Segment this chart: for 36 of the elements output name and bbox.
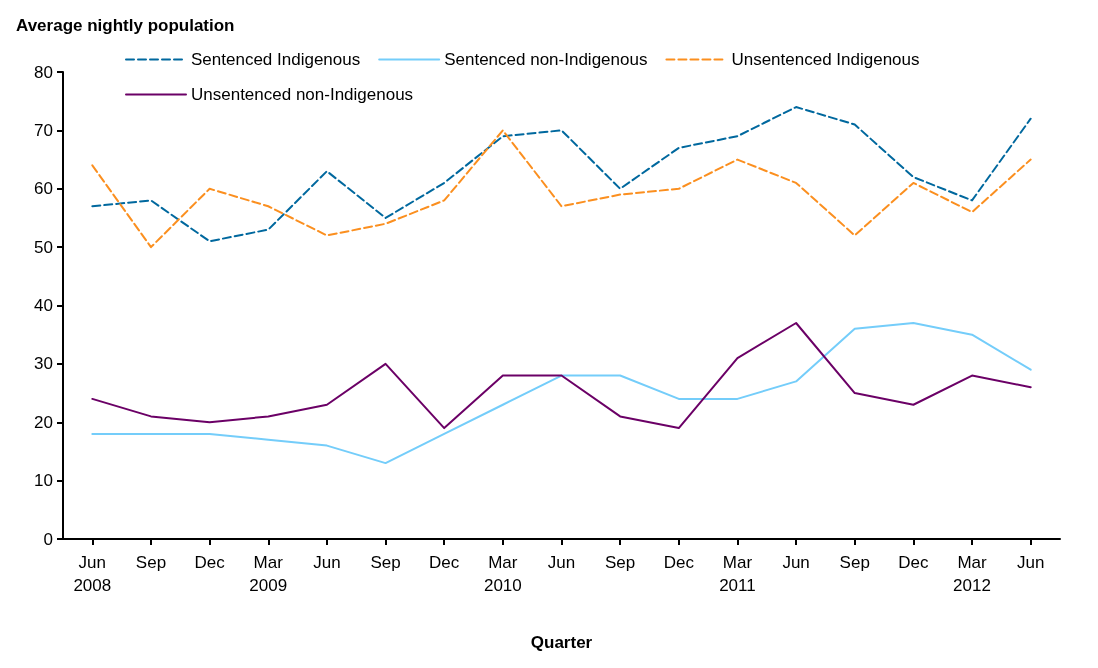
- legend-label: Unsentenced non-Indigenous: [191, 85, 414, 104]
- y-tick-label: 30: [34, 354, 53, 374]
- line-series: [91, 106, 1032, 243]
- x-tick-label: Sep: [135, 553, 167, 572]
- x-tick-label: Sep: [605, 553, 636, 572]
- x-tick-label: Jun: [782, 553, 810, 572]
- x-tick-label: Mar 2011: [719, 553, 756, 595]
- y-tick-label: 60: [34, 179, 53, 199]
- y-tick-label: 40: [34, 296, 53, 315]
- legend-label: Unsentenced Indigenous: [731, 50, 920, 69]
- x-tick-label: Dec: [663, 553, 695, 572]
- legend-label: Sentenced non-Indigenous: [444, 50, 648, 69]
- x-tick-label: Sep: [839, 553, 870, 572]
- x-tick-label: Sep: [370, 553, 401, 572]
- line-series: [91, 322, 1032, 430]
- y-tick-label: 50: [34, 237, 53, 257]
- y-tick-label: 0: [43, 529, 53, 549]
- y-tick-label: 20: [34, 412, 53, 432]
- x-tick-label: Mar 2009: [249, 553, 288, 595]
- line-series: [91, 129, 1032, 249]
- y-axis-title: Average nightly population: [16, 16, 235, 35]
- y-tick-label: 10: [34, 471, 53, 491]
- x-tick-label: Jun: [1016, 553, 1045, 572]
- line-series: [91, 322, 1032, 465]
- x-tick-label: Dec: [194, 553, 226, 572]
- y-tick-label: 80: [34, 62, 53, 82]
- x-axis-title: Quarter: [530, 633, 593, 652]
- x-tick-label: Jun: [547, 553, 576, 572]
- y-tick-label: 70: [34, 120, 53, 140]
- x-tick-label: Mar 2012: [953, 553, 991, 595]
- x-tick-label: Dec: [429, 553, 460, 572]
- x-tick-label: Jun 2008: [73, 553, 112, 595]
- x-tick-label: Dec: [898, 553, 929, 572]
- legend-label: Sentenced Indigenous: [191, 50, 361, 69]
- x-tick-label: Mar 2010: [483, 553, 522, 595]
- x-tick-label: Jun: [313, 553, 341, 572]
